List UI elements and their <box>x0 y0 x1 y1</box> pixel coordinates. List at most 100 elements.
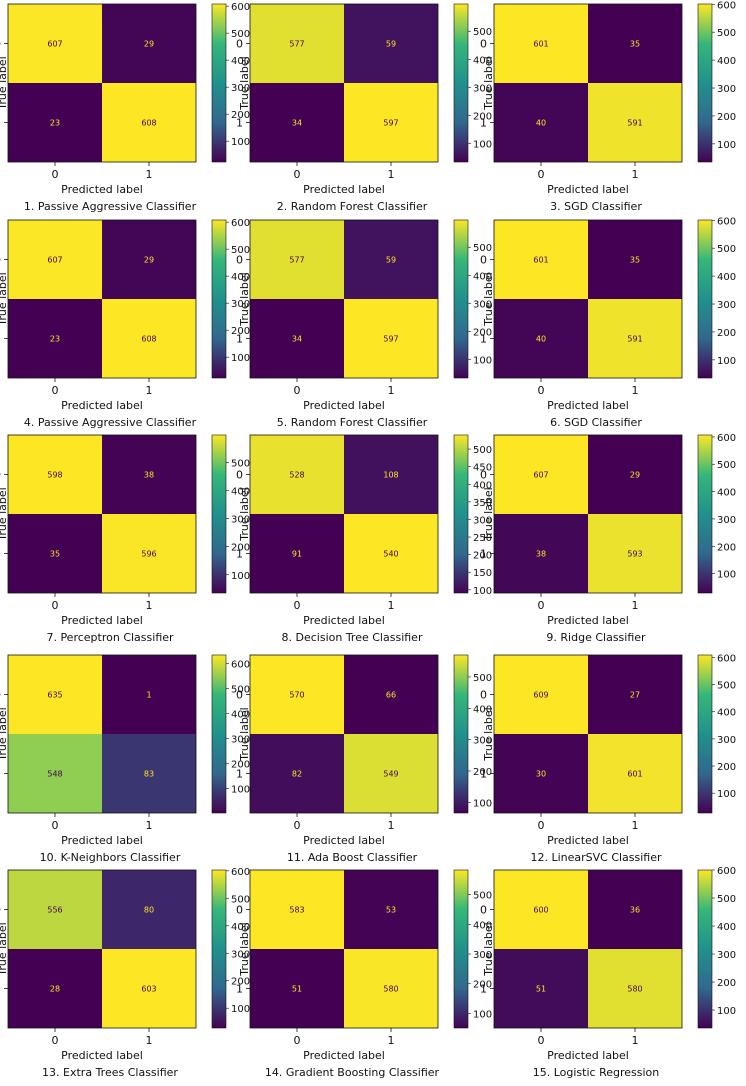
heatmap-frame <box>7 3 197 163</box>
chart-title: 11. Ada Boost Classifier <box>287 851 418 864</box>
x-tick-label: 1 <box>146 168 153 181</box>
heatmap-cell <box>344 220 438 299</box>
cell-value-label: 593 <box>627 550 642 559</box>
colorbar-tick-label: 150 <box>473 568 492 579</box>
colorbar <box>697 219 713 379</box>
colorbar-tick-label: 500 <box>717 894 736 905</box>
heatmap-frame <box>249 434 439 594</box>
x-tick-label: 1 <box>146 1034 153 1047</box>
colorbar-tick-label: 200 <box>231 543 250 554</box>
heatmap-cell <box>588 655 682 734</box>
x-axis-label: Predicted label <box>61 1049 143 1062</box>
y-tick-label: 0 <box>480 254 487 267</box>
y-tick-label: 0 <box>480 689 487 702</box>
cell-value-label: 59 <box>386 256 396 265</box>
heatmap-cell <box>8 299 102 378</box>
heatmap-cell <box>102 514 196 593</box>
colorbar-tick-label: 100 <box>231 353 250 364</box>
colorbar-tick-label: 100 <box>231 137 250 148</box>
heatmap-cell <box>494 435 588 514</box>
x-axis-label: Predicted label <box>547 183 629 196</box>
heatmap-frame <box>249 654 439 814</box>
y-tick-label: 0 <box>236 254 243 267</box>
colorbar <box>453 654 469 814</box>
cell-value-label: 82 <box>292 770 302 779</box>
cell-value-label: 23 <box>50 335 60 344</box>
cell-value-label: 34 <box>292 335 302 344</box>
colorbar <box>453 3 469 163</box>
cell-value-label: 607 <box>47 256 62 265</box>
colorbar-tick-label: 500 <box>473 445 492 456</box>
colorbar-tick-label: 400 <box>717 708 736 719</box>
x-axis-label: Predicted label <box>303 834 385 847</box>
heatmap-cell <box>102 4 196 83</box>
colorbar <box>697 3 713 163</box>
cell-value-label: 66 <box>386 691 396 700</box>
cell-value-label: 601 <box>533 40 548 49</box>
y-tick-label: 0 <box>236 469 243 482</box>
colorbar-tick-label: 300 <box>473 299 492 310</box>
y-tick-label: 0 <box>236 689 243 702</box>
x-tick-label: 1 <box>146 819 153 832</box>
heatmap-cell <box>588 870 682 949</box>
cell-value-label: 51 <box>536 985 546 994</box>
colorbar-tick-label: 600 <box>717 866 736 877</box>
x-axis-label: Predicted label <box>61 399 143 412</box>
cell-value-label: 29 <box>144 40 154 49</box>
y-tick-label: 0 <box>236 38 243 51</box>
colorbar-tick-label: 600 <box>717 653 736 664</box>
cell-value-label: 27 <box>630 691 640 700</box>
colorbar-tick-label: 100 <box>473 798 492 809</box>
chart-title: 15. Logistic Regression <box>533 1066 660 1079</box>
y-axis-label: True label <box>482 707 495 761</box>
colorbar <box>697 654 713 814</box>
cell-value-label: 597 <box>383 335 398 344</box>
colorbar-tick-label: 500 <box>231 459 250 470</box>
colorbar-tick-label: 300 <box>473 83 492 94</box>
heatmap-cell <box>250 514 344 593</box>
x-tick-label: 1 <box>632 168 639 181</box>
cell-value-label: 635 <box>47 691 62 700</box>
heatmap-cell <box>588 435 682 514</box>
colorbar-tick-label: 100 <box>717 570 736 581</box>
y-axis-label: True label <box>482 922 495 976</box>
y-axis-label: True label <box>238 487 251 541</box>
colorbar <box>211 3 227 163</box>
colorbar-tick-label: 500 <box>473 891 492 902</box>
colorbar-tick-label: 100 <box>717 140 736 151</box>
cell-value-label: 34 <box>292 119 302 128</box>
cell-value-label: 601 <box>627 770 642 779</box>
heatmap-cell <box>588 4 682 83</box>
x-tick-label: 0 <box>52 1034 59 1047</box>
heatmap-cell <box>250 435 344 514</box>
heatmap-cell <box>102 220 196 299</box>
colorbar-tick-label: 300 <box>717 84 736 95</box>
colorbar-tick-label: 100 <box>473 586 492 597</box>
x-tick-label: 0 <box>52 168 59 181</box>
heatmap-cell <box>250 220 344 299</box>
heatmap-cell <box>494 870 588 949</box>
x-tick-label: 0 <box>294 384 301 397</box>
y-tick-label: 1 <box>480 548 487 561</box>
colorbar-tick-label: 250 <box>473 533 492 544</box>
heatmap-cell <box>344 655 438 734</box>
x-tick-label: 0 <box>538 168 545 181</box>
y-tick-label: 1 <box>0 768 1 781</box>
x-axis-label: Predicted label <box>303 183 385 196</box>
y-tick-label: 1 <box>0 333 1 346</box>
x-axis-label: Predicted label <box>61 183 143 196</box>
colorbar-tick-label: 400 <box>717 922 736 933</box>
heatmap-cell <box>494 514 588 593</box>
cell-value-label: 35 <box>630 256 640 265</box>
chart-title: 14. Gradient Boosting Classifier <box>265 1066 440 1079</box>
y-tick-label: 1 <box>236 548 243 561</box>
y-tick-label: 0 <box>0 38 1 51</box>
heatmap-cell <box>250 299 344 378</box>
x-tick-label: 1 <box>632 599 639 612</box>
